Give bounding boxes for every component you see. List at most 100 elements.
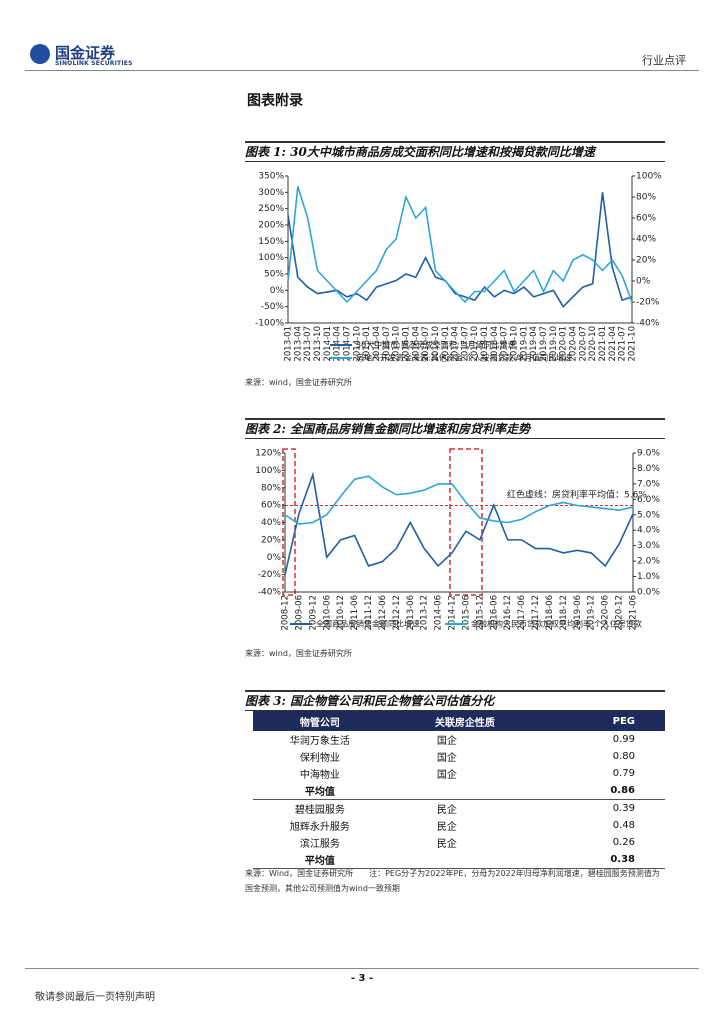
figure-title: 图表 2: 全国商品房销售金额同比增速和房贷利率走势 (245, 418, 665, 439)
figure-title: 图表 1: 30大中城市商品房成交面积同比增速和按揭贷款同比增速 (245, 141, 665, 162)
series-line (287, 186, 633, 304)
x-tick-label: 2018-06 (545, 595, 555, 631)
x-tick-label: 2019-12 (587, 595, 597, 631)
tick-label: 50% (264, 270, 284, 280)
x-tick-label: 2020-04 (569, 326, 579, 362)
tick-label: 20% (261, 535, 281, 545)
table-cell: 国企 (436, 770, 457, 781)
table-row: 保利物业 国企 0.80 (253, 748, 665, 765)
table-cell (386, 851, 543, 869)
x-tick-label: 2009-12 (308, 595, 318, 631)
tick-label: 8.0% (637, 464, 660, 474)
x-tick-label: 2015-04 (372, 326, 382, 362)
tick-label: -50% (261, 302, 285, 312)
tick-label: 80% (261, 483, 281, 493)
table-cell: 旭辉永升服务 (289, 822, 350, 833)
table-cell (386, 782, 543, 800)
x-tick-label: 2012-12 (392, 595, 402, 631)
x-tick-label: 2020-01 (559, 326, 569, 362)
tick-label: 2.0% (637, 557, 660, 567)
tick-label: 5.0% (637, 510, 660, 520)
x-tick-label: 2011-12 (364, 595, 374, 631)
x-tick-label: 2021-06 (629, 595, 639, 631)
table-cell: 保利物业 (299, 753, 340, 764)
x-tick-label: 2016-07 (421, 326, 431, 362)
table-header: 物管公司 关联房企性质 PEG (253, 711, 665, 731)
x-tick-label: 2016-06 (489, 595, 499, 631)
header-cell: PEG (542, 711, 665, 731)
x-tick-label: 2015-12 (475, 595, 485, 631)
x-tick-label: 2019-01 (519, 326, 529, 362)
x-tick-label: 2017-04 (451, 326, 461, 362)
table-cell: 0.79 (612, 768, 635, 779)
x-tick-label: 2014-07 (342, 326, 352, 362)
x-tick-label: 2021-01 (598, 326, 608, 362)
tick-label: 200% (258, 221, 284, 231)
footer-rule (25, 968, 699, 969)
tick-label: 150% (258, 237, 284, 247)
table-cell: 华润万象生活 (289, 736, 350, 747)
table-cell: 民企 (436, 805, 457, 816)
x-tick-label: 2019-10 (549, 326, 559, 362)
table-cell: 民企 (436, 822, 457, 833)
tick-label: 3.0% (637, 541, 660, 551)
x-tick-label: 2014-10 (352, 326, 362, 362)
table-row: 滨江服务 民企 0.26 (253, 834, 665, 851)
reference-label: 红色虚线：房贷利率平均值：5.6% (507, 489, 647, 501)
table-cell: 民企 (436, 839, 457, 850)
x-tick-label: 2014-01 (323, 326, 333, 362)
legend-label: 全国商品房销售金额同比增速 (316, 619, 420, 629)
source: 来源：wind，国金证券研究所 (245, 378, 352, 387)
figure-title: 图表 3: 国企物管公司和民企物管公司估值分化 (245, 690, 665, 711)
series-line (287, 192, 633, 308)
table-cell: 0.38 (542, 851, 665, 869)
x-tick-label: 2018-12 (559, 595, 569, 631)
tick-label: 7.0% (637, 479, 660, 489)
logo-icon (30, 44, 50, 64)
x-tick-label: 2011-06 (350, 595, 360, 631)
tick-label: 120% (255, 449, 281, 459)
table-cell: 0.86 (542, 782, 665, 800)
disclaimer: 敬请参阅最后一页特别声明 (35, 992, 155, 1003)
x-tick-label: 2016-04 (411, 326, 421, 362)
legend-label: 房地产开发资金来源:其他资金:个人按揭贷款:单月值同比增速 (356, 353, 572, 363)
tick-label: 60% (261, 501, 281, 511)
table-cell: 国企 (436, 753, 457, 764)
tick-label: 1.0% (637, 572, 660, 582)
tick-label: 40% (636, 235, 656, 245)
x-tick-label: 2020-12 (615, 595, 625, 631)
tick-label: 250% (258, 204, 284, 214)
table-cell: 中海物业 (299, 770, 340, 781)
tick-label: -20% (258, 570, 282, 580)
tick-label: -20% (636, 298, 660, 308)
x-tick-label: 2008-12 (281, 595, 291, 631)
x-tick-label: 2009-06 (294, 595, 304, 631)
series-line (284, 471, 634, 575)
table-row: 华润万象生活 国企 0.99 (253, 731, 665, 748)
x-tick-label: 2021-04 (608, 326, 618, 362)
x-tick-label: 2015-10 (392, 326, 402, 362)
tick-label: 9.0% (637, 449, 660, 459)
charts: -100% -50% 0% 50% 100% 150% 200% 250% 300% 350% -4… (255, 172, 662, 631)
x-tick-label: 2021-10 (628, 326, 638, 362)
table-cell: 0.39 (612, 803, 635, 814)
x-tick-label: 2014-04 (333, 326, 343, 362)
table-cell: 0.99 (612, 734, 635, 745)
logo: 国金证券 (55, 44, 116, 62)
table-row: 碧桂园服务 民企 0.39 (253, 800, 665, 818)
series-line (284, 475, 634, 525)
x-tick-label: 2015-01 (362, 326, 372, 362)
doc-type: 行业点评 (642, 54, 686, 67)
x-tick-label: 2017-07 (460, 326, 470, 362)
x-tick-label: 2013-10 (313, 326, 323, 362)
tick-label: 60% (636, 214, 656, 224)
page-number: - 3 - (350, 973, 374, 984)
x-tick-label: 2020-10 (588, 326, 598, 362)
x-tick-label: 2014-06 (434, 595, 444, 631)
tick-label: 20% (636, 256, 656, 266)
tick-label: 4.0% (637, 526, 660, 536)
x-tick-label: 2010-12 (336, 595, 346, 631)
tick-label: -40% (258, 588, 282, 598)
x-tick-label: 2018-07 (500, 326, 510, 362)
header-rule (25, 70, 699, 71)
